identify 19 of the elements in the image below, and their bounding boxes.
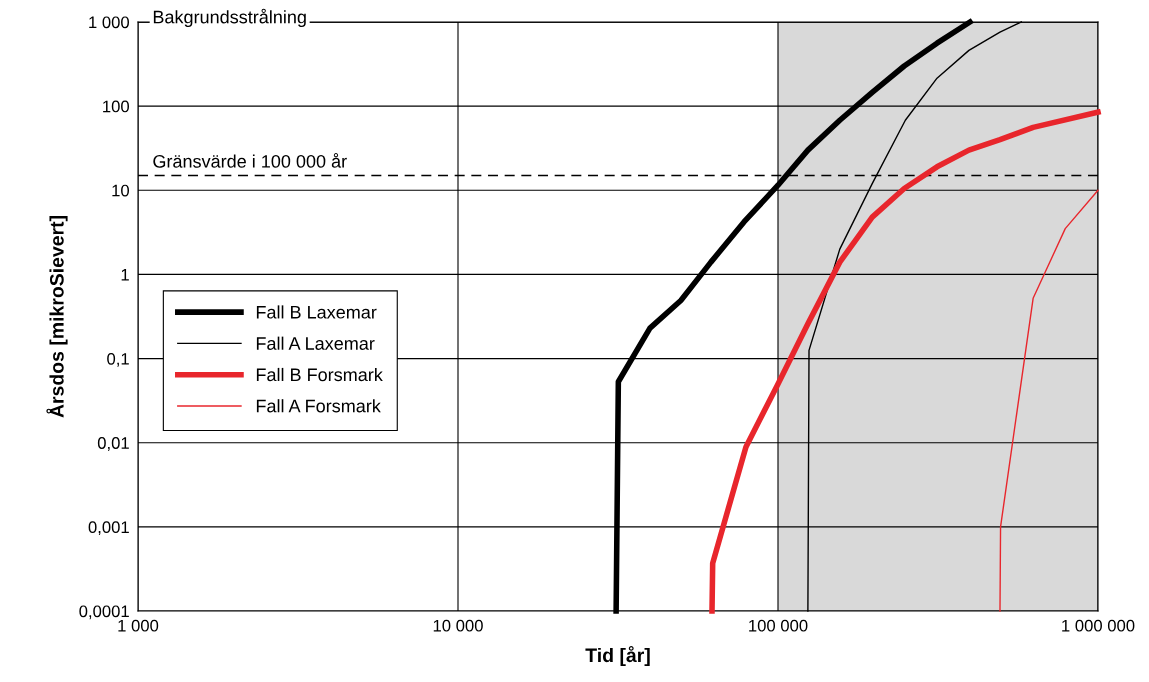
y-axis-title: Årsdos [mikroSievert] (46, 216, 68, 418)
y-tick-label: 0,1 (107, 352, 129, 367)
y-tick-label: 0,001 (88, 521, 129, 536)
y-tick-label: 1 000 (89, 16, 130, 29)
legend-label: Fall B Forsmark (256, 367, 383, 382)
x-tick-label: 10 000 (433, 619, 483, 632)
legend-label: Fall A Forsmark (256, 399, 381, 413)
y-tick-label: 1 (121, 269, 129, 281)
x-tick-label: 1 000 000 (1062, 619, 1135, 632)
legend-label: Fall A Laxemar (256, 336, 375, 350)
legend-label: Fall B Laxemar (256, 305, 377, 319)
x-axis-title: Tid [år] (585, 645, 650, 667)
x-tick-label: 100 000 (749, 619, 808, 632)
y-tick-label: 0,0001 (79, 605, 129, 620)
ref-line-label: Bakgrundsstrålning (153, 8, 306, 28)
y-tick-label: 0,01 (97, 437, 129, 451)
ref-line-label: Gränsvärde i 100 000 år (153, 153, 347, 168)
y-tick-label: 10 (112, 184, 130, 197)
y-tick-label: 100 (103, 100, 130, 113)
